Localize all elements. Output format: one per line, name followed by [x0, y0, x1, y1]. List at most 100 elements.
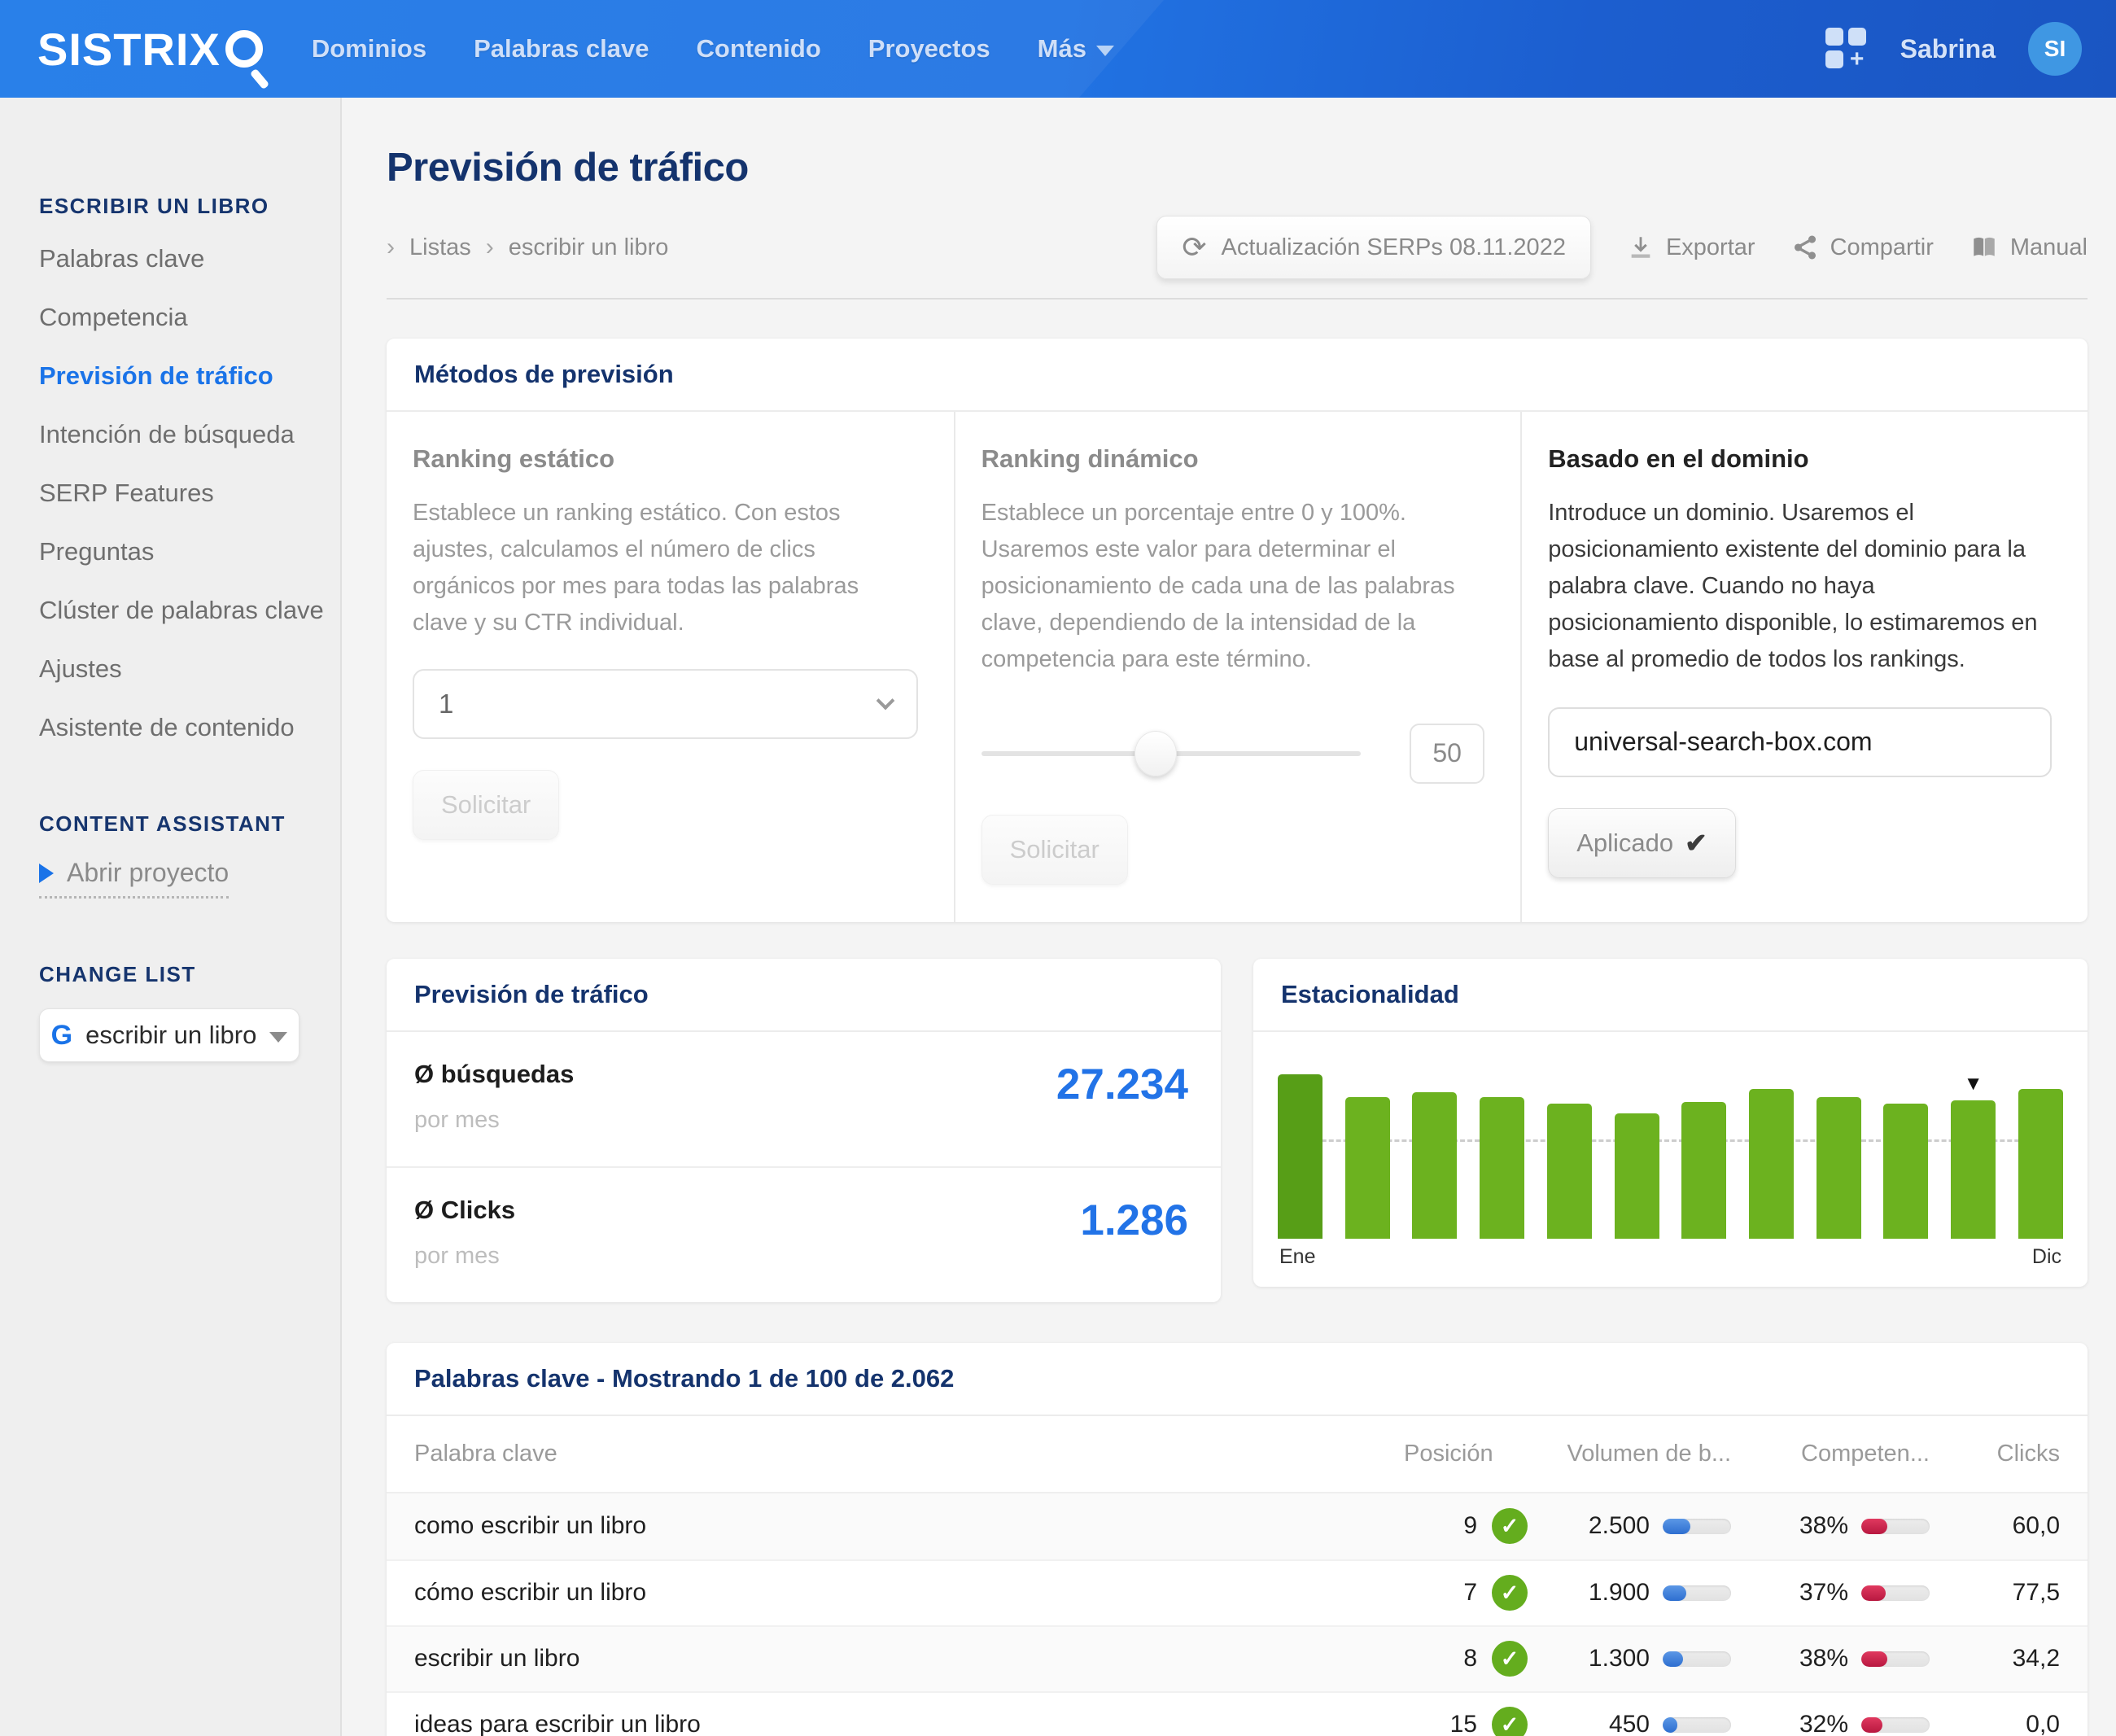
percentage-slider[interactable]	[981, 730, 1362, 776]
sidebar-item-serp-features[interactable]: SERP Features	[39, 479, 214, 507]
user-name[interactable]: Sabrina	[1900, 33, 1996, 63]
position-cell: 8	[1463, 1645, 1477, 1673]
volume-bar	[1663, 1518, 1731, 1534]
domain-based-description: Introduce un dominio. Usaremos el posici…	[1548, 500, 2038, 672]
col-header-keyword[interactable]: Palabra clave	[414, 1440, 557, 1467]
breadcrumb-listas[interactable]: Listas	[409, 234, 471, 260]
x-label-ene: Ene	[1279, 1244, 1316, 1268]
sidebar-item-intencion-de-busqueda[interactable]: Intención de búsqueda	[39, 420, 295, 448]
col-header-position[interactable]: Posición	[1404, 1440, 1493, 1467]
apps-grid-icon[interactable]: +	[1825, 28, 1868, 72]
keyword-cell[interactable]: cómo escribir un libro	[414, 1579, 647, 1607]
clicks-value: 1.286	[1080, 1196, 1188, 1244]
col-header-competition[interactable]: Competen...	[1801, 1440, 1930, 1467]
check-circle-icon: ✓	[1492, 1508, 1528, 1545]
change-list-value: escribir un libro	[85, 1021, 257, 1049]
nav-item-palabras-clave[interactable]: Palabras clave	[474, 34, 649, 63]
competition-bar	[1861, 1651, 1930, 1667]
x-label-dic: Dic	[2031, 1244, 2061, 1268]
serp-update-button[interactable]: ⟳ Actualización SERPs 08.11.2022	[1156, 216, 1591, 279]
sidebar: ESCRIBIR UN LIBRO Palabras clave Compete…	[0, 98, 342, 1736]
share-button[interactable]: Compartir	[1791, 234, 1934, 261]
season-bar-ago	[1749, 1088, 1795, 1239]
competition-cell: 37%	[1799, 1579, 1848, 1607]
main-menu: Dominios Palabras clave Contenido Proyec…	[312, 34, 1114, 63]
volume-cell: 1.300	[1588, 1645, 1650, 1673]
table-row[interactable]: cómo escribir un libro 7 ✓ 1.900 37% 77,…	[387, 1559, 2088, 1625]
forecast-methods-card: Métodos de previsión Ranking estático Es…	[387, 339, 2088, 922]
season-bar-jun	[1614, 1113, 1659, 1239]
open-project-link[interactable]: Abrir proyecto	[39, 858, 230, 899]
static-ranking-title: Ranking estático	[413, 444, 615, 473]
searches-label: Ø búsquedas	[414, 1059, 575, 1088]
table-row[interactable]: ideas para escribir un libro 15 ✓ 450 32…	[387, 1690, 2088, 1736]
static-ranking-select[interactable]: 1	[413, 668, 918, 739]
clicks-cell: 77,5	[2012, 1579, 2060, 1607]
page-title: Previsión de tráfico	[387, 146, 749, 190]
keyword-cell[interactable]: como escribir un libro	[414, 1512, 647, 1540]
nav-item-proyectos[interactable]: Proyectos	[868, 34, 990, 63]
open-project-label: Abrir proyecto	[67, 858, 230, 887]
magnifier-icon	[225, 30, 263, 68]
season-bar-jul	[1681, 1101, 1727, 1239]
static-ranking-column: Ranking estático Establece un ranking es…	[387, 412, 954, 922]
export-button[interactable]: Exportar	[1627, 234, 1755, 261]
season-bar-abr	[1480, 1096, 1525, 1239]
table-row[interactable]: escribir un libro 8 ✓ 1.300 38% 34,2	[387, 1624, 2088, 1691]
keywords-card: Palabras clave - Mostrando 1 de 100 de 2…	[387, 1342, 2088, 1736]
chart-gridline	[1278, 1139, 2063, 1142]
percentage-input[interactable]: 50	[1410, 723, 1485, 784]
competition-bar	[1861, 1585, 1930, 1601]
aplicado-button[interactable]: Aplicado ✔	[1548, 807, 1736, 878]
col-header-volume[interactable]: Volumen de b...	[1567, 1440, 1731, 1467]
google-icon: G	[50, 1019, 73, 1051]
clicks-cell: 34,2	[2012, 1645, 2060, 1673]
sidebar-item-ajustes[interactable]: Ajustes	[39, 654, 122, 683]
dynamic-solicitar-button[interactable]: Solicitar	[981, 814, 1128, 885]
main-content: Previsión de tráfico › Listas › escribir…	[342, 98, 2116, 1736]
sidebar-item-asistente[interactable]: Asistente de contenido	[39, 713, 295, 741]
season-bar-feb	[1344, 1096, 1390, 1239]
volume-cell: 1.900	[1588, 1579, 1650, 1607]
slider-handle[interactable]	[1135, 730, 1178, 776]
chart-x-labels: Ene Dic	[1278, 1239, 2063, 1280]
sidebar-item-cluster[interactable]: Clúster de palabras clave	[39, 596, 324, 624]
keyword-cell[interactable]: escribir un libro	[414, 1645, 580, 1673]
top-navigation: SISTRIX Dominios Palabras clave Contenid…	[0, 0, 2116, 98]
position-cell: 9	[1463, 1512, 1477, 1540]
share-icon	[1794, 235, 1816, 260]
clicks-sublabel: por mes	[414, 1242, 500, 1269]
sidebar-item-competencia[interactable]: Competencia	[39, 303, 188, 331]
table-row[interactable]: como escribir un libro 9 ✓ 2.500 38% 60,…	[387, 1493, 2088, 1559]
sidebar-item-prevision-de-trafico[interactable]: Previsión de tráfico	[39, 361, 273, 390]
nav-item-contenido[interactable]: Contenido	[696, 34, 821, 63]
breadcrumb: › Listas › escribir un libro	[387, 234, 668, 261]
col-header-clicks[interactable]: Clicks	[1996, 1440, 2060, 1467]
keyword-cell[interactable]: ideas para escribir un libro	[414, 1711, 701, 1736]
manual-button[interactable]: Manual	[1970, 234, 2088, 261]
position-cell: 7	[1463, 1579, 1477, 1607]
static-solicitar-button[interactable]: Solicitar	[413, 769, 560, 840]
clicks-label: Ø Clicks	[414, 1195, 516, 1224]
nav-item-mas[interactable]: Más	[1038, 34, 1114, 63]
static-ranking-description: Establece un ranking estático. Con estos…	[413, 500, 859, 636]
competition-cell: 32%	[1799, 1711, 1848, 1736]
sidebar-item-palabras-clave[interactable]: Palabras clave	[39, 244, 205, 273]
competition-cell: 38%	[1799, 1512, 1848, 1540]
searches-stat-row: Ø búsquedas por mes 27.234	[387, 1032, 1221, 1166]
chevron-down-icon	[876, 691, 894, 711]
refresh-icon: ⟳	[1182, 230, 1207, 264]
change-list-title: CHANGE LIST	[39, 962, 196, 986]
domain-input[interactable]: universal-search-box.com	[1548, 706, 2052, 777]
breadcrumb-list-name[interactable]: escribir un libro	[508, 234, 669, 260]
change-list-dropdown[interactable]: G escribir un libro	[39, 1008, 299, 1062]
nav-item-dominios[interactable]: Dominios	[311, 34, 427, 63]
dynamic-ranking-column: Ranking dinámico Establece un porcentaje…	[953, 412, 1521, 922]
sidebar-item-preguntas[interactable]: Preguntas	[39, 537, 155, 566]
searches-sublabel: por mes	[414, 1106, 500, 1133]
avatar[interactable]: SI	[2028, 22, 2082, 76]
sistrix-logo[interactable]: SISTRIX	[37, 23, 263, 76]
sidebar-list-title: ESCRIBIR UN LIBRO	[39, 194, 269, 218]
check-circle-icon: ✓	[1492, 1575, 1528, 1611]
play-icon	[39, 863, 54, 883]
